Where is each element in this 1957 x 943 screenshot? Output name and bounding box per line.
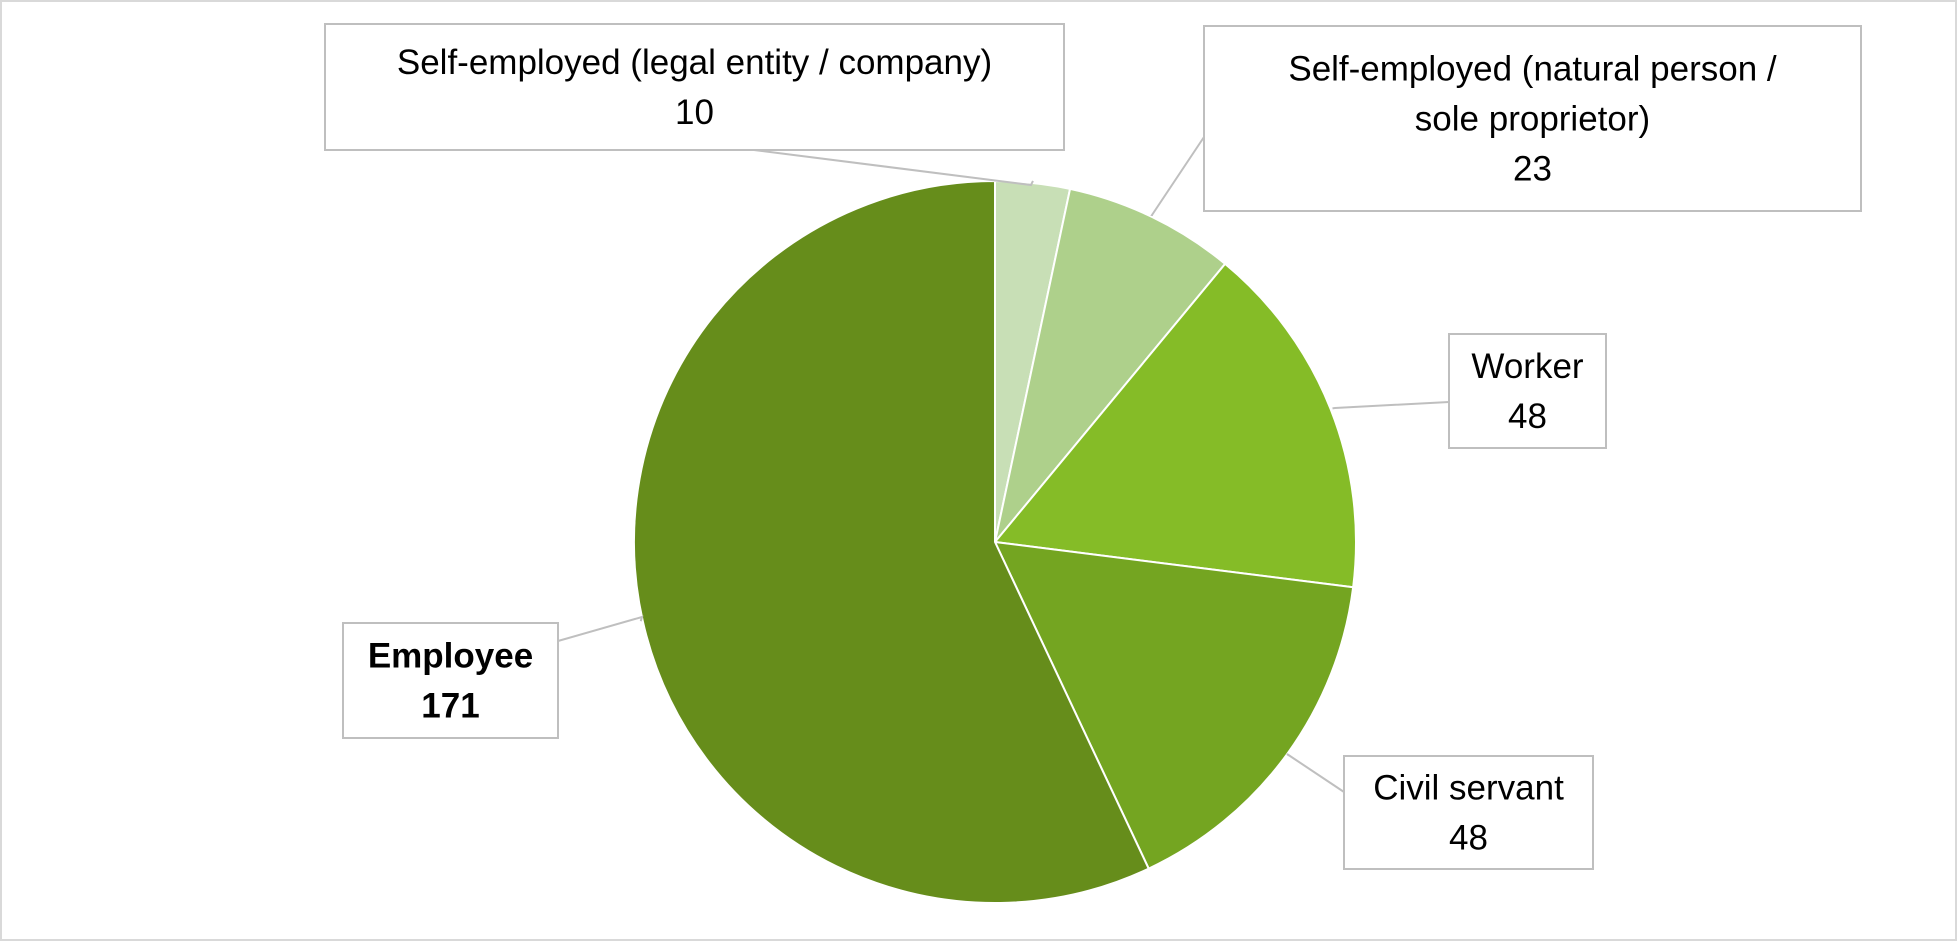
callout-employee: Employee 171	[342, 622, 559, 739]
callout-worker: Worker 48	[1448, 333, 1607, 449]
callout-box	[342, 622, 559, 739]
data-label-value: 48	[1449, 819, 1488, 858]
callout-self-employed-legal-entity-company: Self-employed (legal entity / company) 10	[324, 23, 1065, 151]
data-label-category: sole proprietor)	[1415, 100, 1650, 139]
leader-line-employee	[557, 615, 644, 642]
leader-line-self-employed-legal-entity-company	[753, 149, 1034, 187]
data-label-value: 10	[675, 93, 714, 132]
data-label-value: 48	[1508, 397, 1547, 436]
callout-self-employed-natural-person: Self-employed (natural person / sole prop…	[1203, 25, 1862, 212]
leader-lines	[557, 136, 1450, 793]
data-label-category: Worker	[1471, 347, 1583, 386]
leader-line-self-employed-natural-person	[1150, 136, 1205, 217]
callout-box	[324, 23, 1065, 151]
leader-line-civil-servant	[1286, 753, 1345, 793]
leader-line-worker	[1332, 401, 1450, 410]
pie-slice-worker	[993, 262, 1357, 589]
callout-box	[1203, 25, 1862, 212]
callout-box	[1343, 755, 1594, 870]
data-label-category: Self-employed (legal entity / company)	[397, 43, 992, 82]
data-label-callouts: Self-employed (legal entity / company) 10…	[324, 23, 1862, 870]
data-label-category: Employee	[368, 637, 533, 676]
pie-slice-employee	[633, 179, 1151, 904]
data-label-category: Self-employed (natural person /	[1288, 50, 1777, 89]
data-label-category: Civil servant	[1373, 769, 1564, 808]
data-label-value: 23	[1513, 150, 1552, 189]
pie-slice-self-employed-natural-person	[994, 187, 1227, 543]
callout-civil-servant: Civil servant 48	[1343, 755, 1594, 870]
pie-slices	[633, 179, 1357, 904]
callout-box	[1448, 333, 1607, 449]
data-label-value: 171	[421, 687, 479, 726]
